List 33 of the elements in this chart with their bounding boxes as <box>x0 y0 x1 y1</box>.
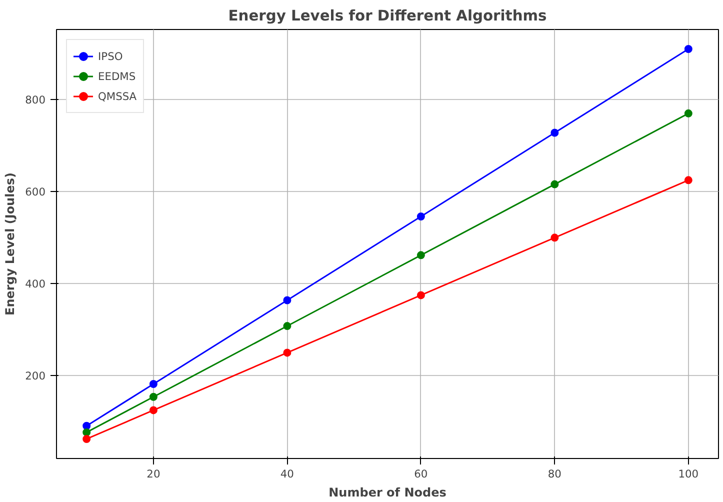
point <box>149 380 158 388</box>
point <box>283 322 292 330</box>
y-axis-title: Energy Level (Joules) <box>3 172 18 316</box>
point <box>550 180 559 188</box>
legend-label: EEDMS <box>98 70 136 82</box>
y-tick-label: 800 <box>25 94 46 107</box>
point <box>416 291 425 300</box>
legend-label: QMSSA <box>98 90 137 102</box>
point <box>82 434 91 443</box>
point <box>684 45 692 54</box>
point <box>550 128 559 137</box>
point <box>149 406 158 414</box>
x-axis-title: Number of Nodes <box>328 486 446 500</box>
point <box>82 428 91 436</box>
x-tick-label: 80 <box>548 468 562 480</box>
point <box>684 176 692 184</box>
y-tick-label: 200 <box>25 370 46 383</box>
x-tick-label: 100 <box>678 468 699 480</box>
x-tick-label: 60 <box>414 468 428 480</box>
point <box>416 212 425 220</box>
point <box>550 234 559 242</box>
x-tick-label: 20 <box>146 468 160 480</box>
point <box>416 251 425 260</box>
chart-title: Energy Levels for Different Algorithms <box>228 8 548 24</box>
point <box>82 422 91 430</box>
point <box>283 348 292 357</box>
y-tick-label: 400 <box>25 278 46 291</box>
point <box>149 392 158 401</box>
legend-label: IPSO <box>98 50 123 62</box>
point <box>684 109 692 118</box>
y-tick-label: 600 <box>25 186 46 199</box>
point <box>283 296 292 304</box>
x-tick-label: 40 <box>280 468 294 480</box>
